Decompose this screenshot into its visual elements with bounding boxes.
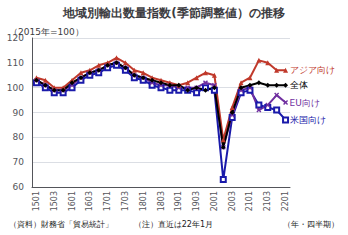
svg-text:60: 60 bbox=[13, 182, 25, 192]
svg-text:1603: 1603 bbox=[85, 191, 94, 211]
svg-text:1501: 1501 bbox=[32, 191, 41, 211]
svg-text:米国向け: 米国向け bbox=[290, 115, 326, 125]
svg-text:（資料）財務省「貿易統計」: （資料）財務省「貿易統計」 bbox=[9, 220, 113, 229]
svg-text:90: 90 bbox=[13, 108, 25, 118]
svg-text:2001: 2001 bbox=[210, 191, 219, 211]
svg-text:120: 120 bbox=[6, 33, 24, 43]
svg-text:EU向け: EU向け bbox=[290, 98, 320, 108]
svg-text:110: 110 bbox=[7, 58, 24, 68]
svg-text:全体: 全体 bbox=[290, 80, 308, 90]
svg-text:（年・四半期）: （年・四半期） bbox=[283, 220, 339, 229]
svg-text:（2015年=100）: （2015年=100） bbox=[9, 27, 84, 37]
svg-text:1803: 1803 bbox=[157, 191, 166, 211]
svg-text:100: 100 bbox=[7, 83, 24, 93]
svg-text:1801: 1801 bbox=[139, 191, 148, 211]
svg-text:70: 70 bbox=[13, 157, 25, 167]
svg-text:1503: 1503 bbox=[50, 191, 59, 211]
svg-text:1701: 1701 bbox=[103, 191, 112, 211]
svg-text:1703: 1703 bbox=[121, 191, 130, 211]
svg-text:1903: 1903 bbox=[192, 191, 201, 211]
svg-text:80: 80 bbox=[13, 132, 25, 142]
svg-text:2103: 2103 bbox=[263, 191, 272, 211]
svg-text:アジア向け: アジア向け bbox=[290, 65, 335, 75]
svg-text:1601: 1601 bbox=[68, 191, 77, 211]
svg-text:2003: 2003 bbox=[228, 191, 237, 211]
svg-text:（注）直近は22年1月: （注）直近は22年1月 bbox=[134, 220, 213, 229]
svg-text:地域別輸出数量指数(季節調整値）の推移: 地域別輸出数量指数(季節調整値）の推移 bbox=[62, 6, 284, 20]
svg-text:1901: 1901 bbox=[174, 191, 183, 211]
svg-text:2101: 2101 bbox=[245, 191, 254, 211]
svg-text:2201: 2201 bbox=[281, 191, 290, 211]
